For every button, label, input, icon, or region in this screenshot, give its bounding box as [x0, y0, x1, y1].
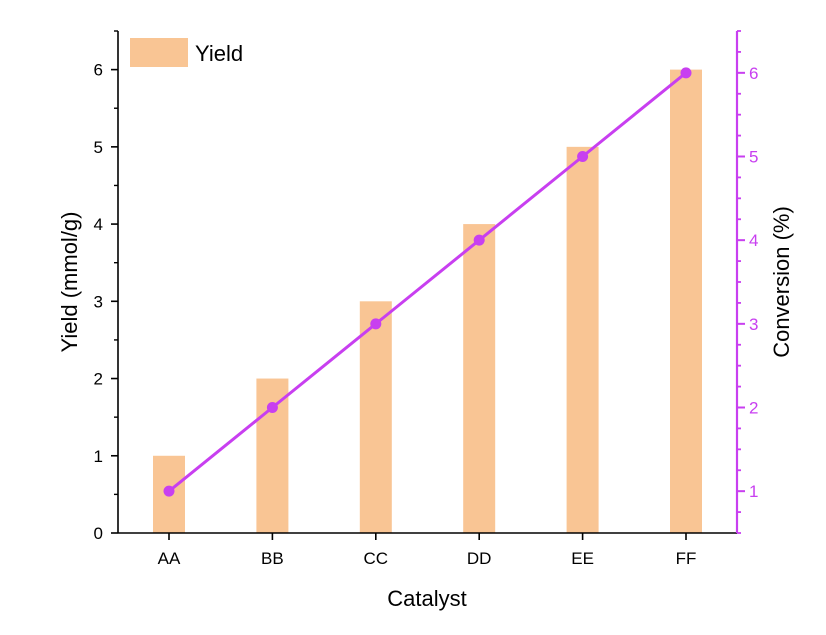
x-tick-label-FF: FF — [676, 549, 697, 568]
x-tick-label-CC: CC — [364, 549, 389, 568]
right-tick-label: 5 — [749, 148, 758, 167]
conversion-point-DD — [473, 234, 485, 246]
right-axis-title: Conversion (%) — [769, 206, 794, 358]
right-tick-label: 3 — [749, 315, 758, 334]
right-tick-label: 1 — [749, 482, 758, 501]
left-tick-label: 4 — [94, 215, 103, 234]
left-tick-label: 0 — [94, 524, 103, 543]
bottom-axis: AA BB CC DD EE FF — [118, 532, 737, 568]
left-axis-title: Yield (mmol/g) — [57, 212, 82, 353]
conversion-point-BB — [266, 402, 278, 413]
right-tick-label: 2 — [749, 399, 758, 418]
right-tick-label: 4 — [749, 231, 758, 250]
left-tick-label: 5 — [94, 138, 103, 157]
bar-EE — [566, 146, 599, 533]
x-tick-label-DD: DD — [467, 549, 492, 568]
left-tick-label: 2 — [94, 370, 103, 389]
left-tick-label: 6 — [94, 61, 103, 80]
conversion-line — [168, 71, 687, 493]
x-tick-label-EE: EE — [571, 549, 594, 568]
right-axis: 1 2 3 4 5 6 — [735, 30, 758, 534]
x-tick-label-AA: AA — [158, 549, 181, 568]
bar-series-yield — [153, 69, 702, 534]
bar-CC — [359, 301, 392, 533]
conversion-point-AA — [163, 485, 175, 497]
legend: Yield — [130, 38, 243, 67]
right-tick-label: 6 — [749, 64, 758, 83]
left-tick-label: 3 — [94, 292, 103, 311]
conversion-point-CC — [370, 318, 382, 330]
legend-label-yield: Yield — [195, 41, 243, 66]
x-axis-title: Catalyst — [387, 586, 466, 611]
conversion-point-FF — [680, 67, 692, 79]
conversion-point-EE — [577, 151, 589, 162]
bar-DD — [463, 224, 496, 534]
bar-FF — [670, 69, 702, 533]
left-tick-label: 1 — [94, 447, 103, 466]
left-axis: 0 1 2 3 4 5 6 — [94, 30, 119, 543]
line-series-conversion — [163, 67, 692, 497]
bar-BB — [256, 378, 289, 533]
legend-swatch-yield — [130, 38, 188, 67]
x-tick-label-BB: BB — [261, 549, 284, 568]
